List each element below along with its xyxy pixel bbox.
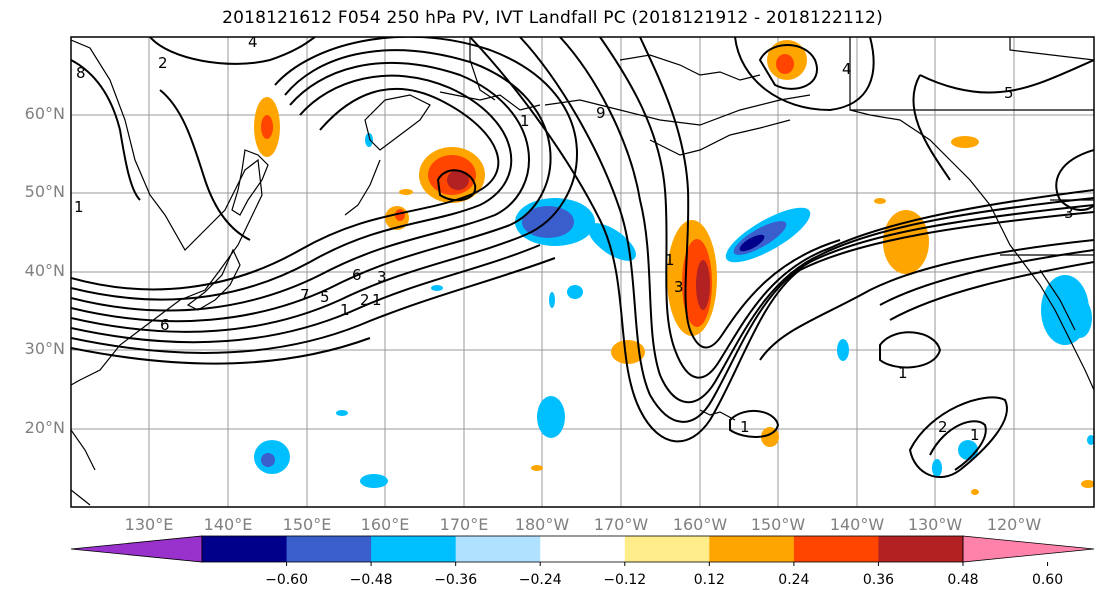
lon-label: 150°W (750, 515, 806, 534)
colorbar-segment (455, 536, 541, 562)
contour-label: 6 (352, 266, 362, 284)
lat-label: 60°N (24, 104, 65, 123)
colorbar-tick-label: −0.36 (434, 572, 478, 588)
colorbar-tick-label: 0.48 (947, 572, 979, 588)
contour-label: 1 (898, 364, 908, 382)
lon-label: 160°E (360, 515, 410, 534)
contour-label: 1 (665, 251, 675, 269)
coastlines (71, 37, 1094, 506)
contour-label: 4 (248, 33, 258, 51)
colorbar-segment (624, 536, 710, 562)
contour-label: 2 (938, 418, 948, 436)
contour-label: 2 (360, 291, 370, 309)
contour-label: 2 (158, 54, 168, 72)
colorbar-segment (540, 536, 626, 562)
colorbar-segment (371, 536, 457, 562)
contour-label: 1 (520, 112, 530, 130)
contour-label: 3 (1064, 204, 1074, 222)
contour-label: 3 (674, 278, 684, 296)
colorbar-segment (793, 536, 879, 562)
lat-label: 30°N (24, 339, 65, 358)
contour-label: 7 (300, 286, 310, 304)
lon-label: 130°E (124, 515, 174, 534)
colorbar-segment (709, 536, 795, 562)
contour-label: 8 (76, 64, 86, 82)
lat-label: 50°N (24, 182, 65, 201)
map-frame (70, 36, 1095, 508)
colorbar-segment (202, 536, 288, 562)
contour-label: 1 (340, 301, 350, 319)
colorbar-frame (201, 535, 964, 563)
contour-label: 1 (740, 418, 750, 436)
contour-label: 1 (970, 426, 980, 444)
colorbar-extend-low (70, 535, 203, 563)
lon-label: 170°E (439, 515, 489, 534)
colorbar-tick-label: 0.12 (693, 572, 725, 588)
lon-label: 140°W (829, 515, 885, 534)
contour-label: 3 (377, 268, 387, 286)
contour-label: 6 (160, 316, 170, 334)
contour-label: 9 (596, 104, 606, 122)
lon-label: 130°W (907, 515, 963, 534)
pv-contours (71, 37, 1094, 479)
colorbar-tick-label: −0.12 (603, 572, 647, 588)
colorbar-tick-label: 0.36 (862, 572, 895, 588)
lon-label: 180°W (514, 515, 570, 534)
colorbar-extend-high (962, 535, 1095, 563)
colorbar-tick-label: 0.24 (778, 572, 810, 588)
lat-label: 20°N (24, 418, 65, 437)
contour-label: 1 (74, 198, 84, 216)
lon-label: 170°W (593, 515, 649, 534)
colorbar-segment (878, 536, 964, 562)
lon-label: 160°W (672, 515, 728, 534)
lon-label: 120°W (986, 515, 1042, 534)
colorbar-tick-label: −0.24 (518, 572, 562, 588)
lon-label: 140°E (203, 515, 253, 534)
lon-label: 150°E (282, 515, 332, 534)
map-title: 2018121612 F054 250 hPa PV, IVT Landfall… (222, 8, 883, 28)
contour-label: 4 (842, 60, 852, 78)
colorbar-segment (286, 536, 372, 562)
contour-label: 1 (372, 291, 382, 309)
colorbar-tick-label: −0.60 (265, 572, 308, 588)
contour-label: 5 (1004, 84, 1014, 102)
colorbar-tick-label: −0.48 (349, 572, 393, 588)
contour-label: 5 (320, 288, 330, 306)
contour-labels: 4 8 1 2 7 5 1 6 3 2 1 1 9 1 3 5 1 2 1 1 … (74, 33, 1074, 444)
colorbar-tick-label: 0.60 (1031, 572, 1064, 588)
lat-label: 40°N (24, 261, 65, 280)
